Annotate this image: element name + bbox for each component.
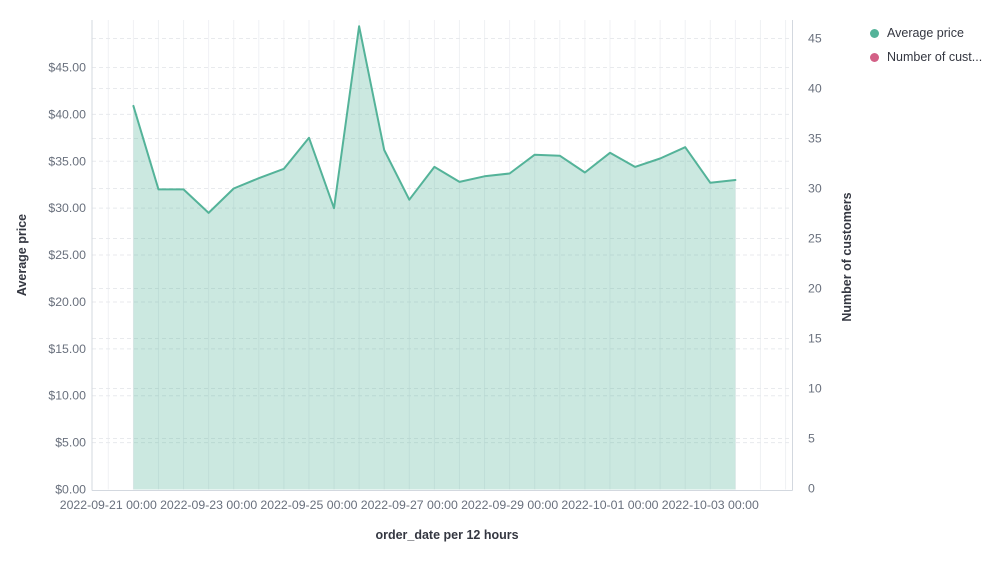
right-axis-tick-label: 5 bbox=[808, 432, 815, 446]
right-axis-tick-label: 15 bbox=[808, 332, 822, 346]
legend-label: Average price bbox=[887, 26, 964, 40]
right-axis-tick-label: 0 bbox=[808, 482, 815, 496]
legend: Average price Number of cust... bbox=[870, 21, 982, 69]
left-axis-tick-label: $0.00 bbox=[55, 483, 86, 497]
x-axis-title: order_date per 12 hours bbox=[375, 528, 519, 542]
left-axis-tick-label: $40.00 bbox=[48, 107, 86, 121]
legend-item-0[interactable]: Average price bbox=[870, 21, 982, 45]
left-axis-tick-label: $10.00 bbox=[48, 389, 86, 403]
left-axis-tick-label: $45.00 bbox=[48, 61, 86, 75]
average-price-line[interactable] bbox=[132, 25, 737, 214]
average-price-area[interactable] bbox=[133, 26, 736, 490]
left-axis-tick-label: $15.00 bbox=[48, 342, 86, 356]
legend-dot-icon bbox=[870, 52, 879, 62]
x-axis-tick-label: 2022-10-01 00:00 bbox=[561, 498, 658, 512]
x-axis-tick-label: 2022-09-23 00:00 bbox=[160, 498, 257, 512]
left-axis-tick-label: $25.00 bbox=[48, 248, 86, 262]
right-axis-tick-label: 30 bbox=[808, 182, 822, 196]
left-axis-tick-label: $5.00 bbox=[55, 436, 86, 450]
left-axis-tick-label: $20.00 bbox=[48, 295, 86, 309]
right-axis-title: Number of customers bbox=[840, 192, 854, 322]
left-axis-title: Average price bbox=[15, 213, 29, 297]
x-axis-tick-label: 2022-09-27 00:00 bbox=[361, 498, 458, 512]
legend-label: Number of cust... bbox=[887, 50, 983, 64]
right-axis-tick-label: 10 bbox=[808, 382, 822, 396]
x-axis-tick-label: 2022-09-29 00:00 bbox=[461, 498, 558, 512]
legend-dot-icon bbox=[870, 28, 879, 38]
x-axis-tick-label: 2022-10-03 00:00 bbox=[662, 498, 759, 512]
x-axis-tick-label: 2022-09-25 00:00 bbox=[260, 498, 357, 512]
right-axis-tick-label: 40 bbox=[808, 82, 822, 96]
right-axis-tick-label: 25 bbox=[808, 232, 822, 246]
x-axis-tick-label: 2022-09-21 00:00 bbox=[60, 498, 157, 512]
left-axis-tick-label: $30.00 bbox=[48, 201, 86, 215]
right-axis-tick-label: 35 bbox=[808, 132, 822, 146]
left-axis-tick-label: $35.00 bbox=[48, 154, 86, 168]
right-axis-tick-label: 20 bbox=[808, 282, 822, 296]
legend-item-1[interactable]: Number of cust... bbox=[870, 45, 982, 69]
right-axis-tick-label: 45 bbox=[808, 32, 822, 46]
